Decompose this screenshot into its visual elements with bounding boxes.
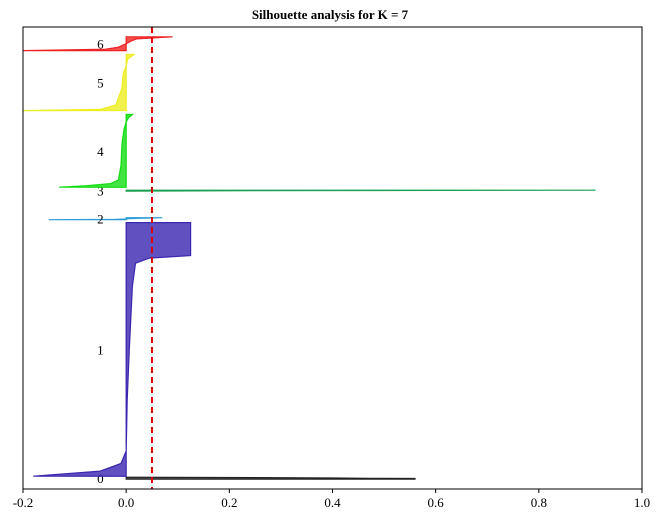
- x-tick-label: -0.2: [13, 495, 34, 510]
- x-tick-label: 0.4: [324, 495, 341, 510]
- silhouette-band-1: [33, 221, 192, 477]
- silhouette-band-6: [22, 36, 173, 52]
- cluster-label-5: 5: [97, 76, 104, 91]
- x-tick-label: 0.0: [118, 495, 134, 510]
- silhouette-band-2: [48, 217, 163, 221]
- x-tick-label: 1.0: [634, 495, 650, 510]
- chart-title: Silhouette analysis for K = 7: [252, 7, 409, 22]
- cluster-label-2: 2: [97, 212, 104, 227]
- cluster-label-4: 4: [97, 144, 104, 159]
- silhouette-band-0: [125, 476, 416, 480]
- cluster-label-3: 3: [97, 184, 104, 199]
- plot-area: 0 1 2 3 4 5 6: [22, 27, 596, 489]
- silhouette-band-4: [59, 113, 135, 188]
- x-axis: -0.2 0.0 0.2 0.4 0.6 0.8 1.0: [13, 489, 650, 510]
- x-tick-label: 0.2: [221, 495, 237, 510]
- silhouette-band-3: [125, 189, 596, 192]
- cluster-label-6: 6: [97, 37, 104, 52]
- x-tick-label: 0.6: [428, 495, 445, 510]
- cluster-label-0: 0: [97, 471, 104, 486]
- silhouette-band-5: [22, 53, 136, 112]
- x-tick-label: 0.8: [531, 495, 547, 510]
- cluster-label-1: 1: [97, 342, 104, 357]
- axes-frame: [22, 26, 643, 490]
